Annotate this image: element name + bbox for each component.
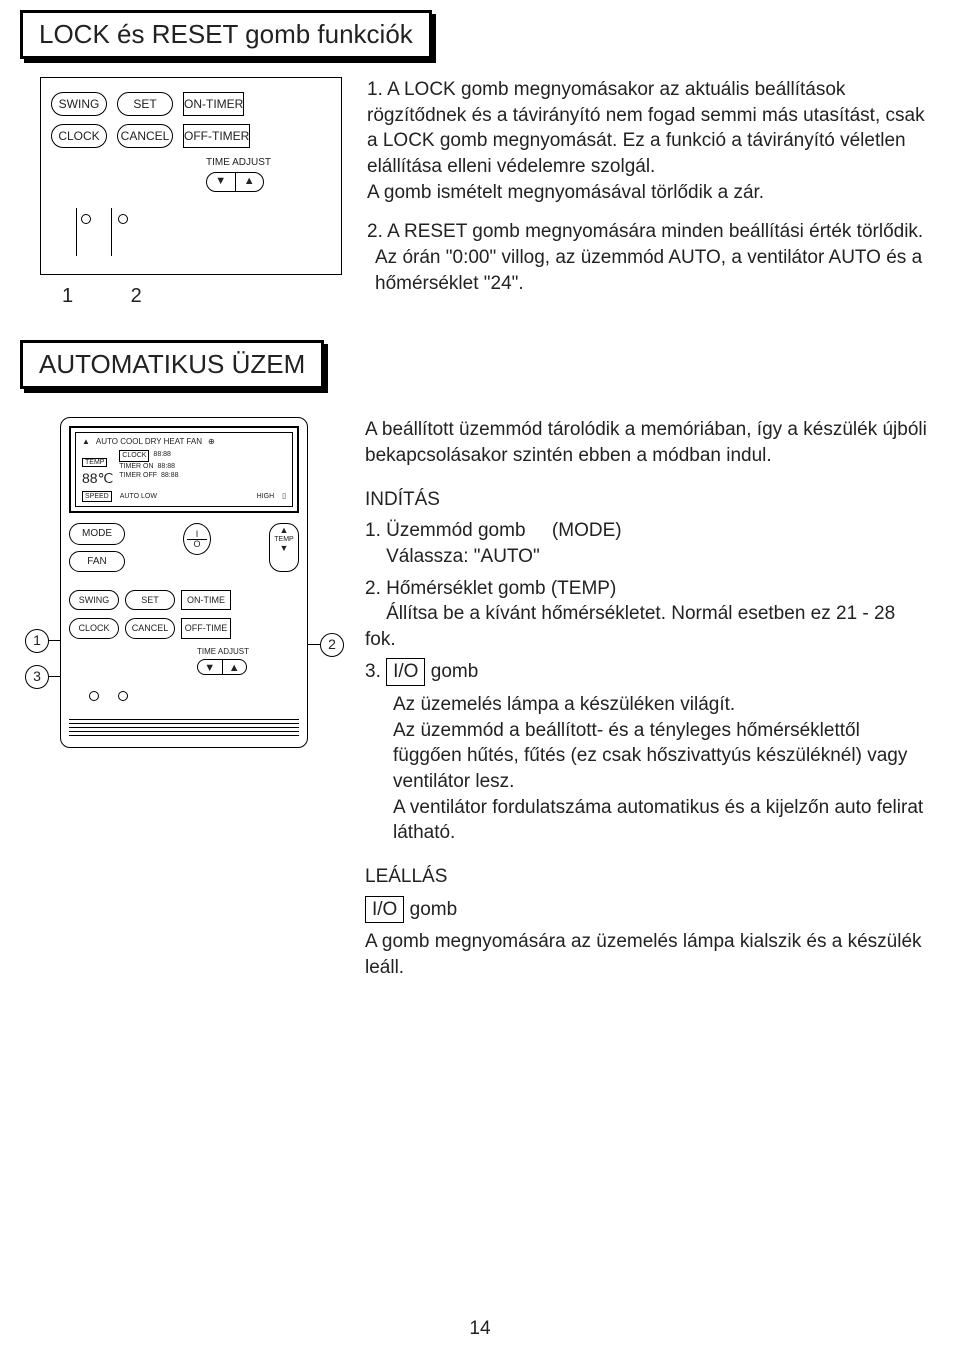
panel-wrapper: SWING SET ON-TIMER CLOCK CANCEL OFF-TIME… <box>20 77 342 310</box>
s3d: Az üzemelés lámpa a készüléken világít. … <box>365 692 930 846</box>
off-time-button[interactable]: OFF-TIME <box>181 618 231 638</box>
lcd-timeron-label: TIMER ON <box>119 462 153 471</box>
section1-text: 1. A LOCK gomb megnyomásakor az aktuális… <box>367 77 930 310</box>
lcd-speed-opts: AUTO LOW <box>120 492 157 501</box>
cancel-button[interactable]: CANCEL <box>117 124 173 148</box>
lead-line-2 <box>111 208 112 256</box>
lcd-temp-label: TEMP <box>82 458 107 467</box>
remote-vents <box>69 719 299 739</box>
section-title-auto: AUTOMATIKUS ÜZEM <box>20 340 324 389</box>
clock-button[interactable]: CLOCK <box>51 124 107 148</box>
remote-bottom-panel: SWING SET ON-TIMER CLOCK CANCEL OFF-TIME… <box>40 77 342 275</box>
callout-2: 2 <box>320 633 344 657</box>
stop-heading: LEÁLLÁS <box>365 864 930 890</box>
io-button[interactable]: I O <box>183 523 211 555</box>
lcd-speed-label: SPEED <box>82 491 112 502</box>
lcd-clock: 88:88 <box>153 450 171 461</box>
time-adjust-arrows-2[interactable]: ▼▲ <box>197 659 247 675</box>
remote-col: 1 2 3 ▲AUTO COOL DRY HEAT FAN⊕ TEMP 88℃ <box>20 417 340 986</box>
start-heading: INDÍTÁS <box>365 487 930 513</box>
swing-button-2[interactable]: SWING <box>69 590 119 610</box>
remote-diagram: ▲AUTO COOL DRY HEAT FAN⊕ TEMP 88℃ CLOCK8… <box>60 417 308 748</box>
fan-button[interactable]: FAN <box>69 551 125 573</box>
lead-line-1 <box>76 208 77 256</box>
io-i: I <box>196 530 199 539</box>
io-box-2: I/O <box>365 896 404 924</box>
lcd-high: HIGH <box>257 492 275 501</box>
s2b: Állítsa be a kívánt hőmérsékletet. Normá… <box>365 603 895 650</box>
s3c: gomb <box>431 661 479 682</box>
s1c: Válassza: "AUTO" <box>386 546 540 567</box>
section1-para2: 2. A RESET gomb megnyomására minden beál… <box>367 219 930 296</box>
lcd-modes: AUTO COOL DRY HEAT FAN <box>96 437 202 448</box>
io-box-1: I/O <box>386 658 425 686</box>
off-timer-button[interactable]: OFF-TIMER <box>183 124 250 148</box>
time-adjust-label: TIME ADJUST <box>206 156 331 170</box>
section-title-lock-reset: LOCK és RESET gomb funkciók <box>20 10 432 59</box>
set-button-2[interactable]: SET <box>125 590 175 610</box>
auto-intro: A beállított üzemmód tárolódik a memóriá… <box>365 417 930 468</box>
callout-1: 1 <box>25 629 49 653</box>
cancel-button-2[interactable]: CANCEL <box>125 618 175 638</box>
lcd-temp: 88℃ <box>82 470 113 486</box>
pin-1b[interactable] <box>89 691 99 701</box>
on-time-button[interactable]: ON-TIME <box>181 590 231 610</box>
reset-lock-pins <box>81 206 331 232</box>
s1a: 1. Üzemmód gomb <box>365 520 526 541</box>
pin-2b[interactable] <box>118 691 128 701</box>
io-o: O <box>193 540 200 549</box>
lcd: ▲AUTO COOL DRY HEAT FAN⊕ TEMP 88℃ CLOCK8… <box>69 426 299 513</box>
section1-para1: 1. A LOCK gomb megnyomásakor az aktuális… <box>367 77 930 205</box>
lcd-timeroff-label: TIMER OFF <box>119 471 157 480</box>
s3a: 3. <box>365 661 386 682</box>
time-adjust-arrows[interactable]: ▼▲ <box>206 172 264 192</box>
time-adjust-label-2: TIME ADJUST <box>197 647 299 658</box>
temp-updown[interactable]: ▲ TEMP ▼ <box>269 523 299 572</box>
pin-2[interactable] <box>118 214 128 224</box>
lcd-clock-label: CLOCK <box>119 450 149 461</box>
lcd-timeron: 88:88 <box>158 462 176 471</box>
mode-button[interactable]: MODE <box>69 523 125 545</box>
swing-button[interactable]: SWING <box>51 92 107 116</box>
set-button[interactable]: SET <box>117 92 173 116</box>
page-number: 14 <box>0 1316 960 1342</box>
section2-text: A beállított üzemmód tárolódik a memóriá… <box>365 417 930 986</box>
pin-labels-12: 1 2 <box>62 283 342 310</box>
stop-b: gomb <box>410 899 458 920</box>
stop-c: A gomb megnyomására az üzemelés lámpa ki… <box>365 929 930 980</box>
clock-button-2[interactable]: CLOCK <box>69 618 119 638</box>
s2a: 2. Hőmérséklet gomb (TEMP) <box>365 578 616 599</box>
on-timer-button[interactable]: ON-TIMER <box>183 92 244 116</box>
lcd-timeroff: 88:88 <box>161 471 179 480</box>
s1b: (MODE) <box>552 520 622 541</box>
callout-3: 3 <box>25 665 49 689</box>
pin-1[interactable] <box>81 214 91 224</box>
